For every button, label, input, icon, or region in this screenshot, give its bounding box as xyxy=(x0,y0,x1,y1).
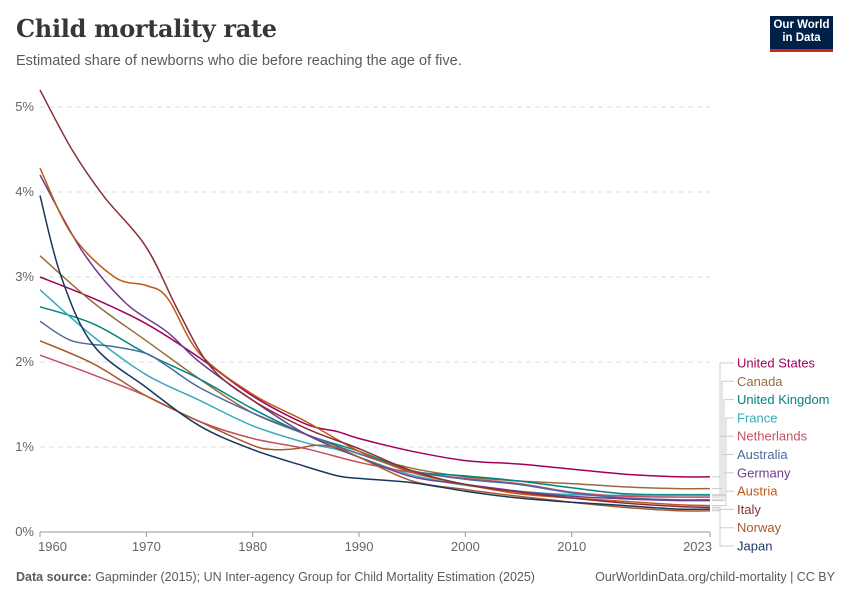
legend-connector xyxy=(712,399,734,496)
data-source-text: Gapminder (2015); UN Inter-agency Group … xyxy=(91,570,535,584)
y-tick-label: 2% xyxy=(15,354,34,369)
legend-connector xyxy=(712,454,734,501)
logo-line-2: in Data xyxy=(782,32,821,44)
legend-connector xyxy=(712,508,734,547)
chart-subtitle: Estimated share of newborns who die befo… xyxy=(16,53,462,69)
legend-connector xyxy=(712,472,734,502)
data-source-label: Data source: xyxy=(16,570,92,584)
data-source: Data source: Gapminder (2015); UN Inter-… xyxy=(16,570,535,584)
series-line-united-states[interactable] xyxy=(39,276,711,478)
series-line-netherlands[interactable] xyxy=(39,354,711,498)
series-lines xyxy=(39,89,711,512)
legend-label-australia[interactable]: Australia xyxy=(737,447,788,462)
series-line-japan[interactable] xyxy=(39,195,711,511)
series-line-italy[interactable] xyxy=(39,89,711,509)
logo-line-1: Our World xyxy=(773,19,830,31)
legend-connector xyxy=(712,380,734,490)
legend-label-united-states[interactable]: United States xyxy=(737,356,816,371)
legend-label-germany[interactable]: Germany xyxy=(737,465,791,480)
x-tick-label: 1980 xyxy=(238,539,267,554)
series-line-canada[interactable] xyxy=(39,255,711,490)
grid-lines xyxy=(40,106,710,448)
y-tick-label: 5% xyxy=(15,99,34,114)
y-axis-ticks: 0% 1% 2% 3% 4% 5% xyxy=(15,99,34,539)
series-line-germany[interactable] xyxy=(39,174,711,502)
legend-label-france[interactable]: France xyxy=(737,410,777,425)
legend-connector xyxy=(712,417,734,496)
legend-label-austria[interactable]: Austria xyxy=(737,484,778,499)
legend: United States Canada United Kingdom France N… xyxy=(712,356,830,554)
source-url-link[interactable]: OurWorldinData.org/child-mortality | CC … xyxy=(595,570,835,584)
x-tick-label: 1990 xyxy=(345,539,374,554)
series-line-australia[interactable] xyxy=(39,320,711,501)
legend-connector xyxy=(712,506,734,510)
legend-label-japan[interactable]: Japan xyxy=(737,539,772,554)
x-tick-label: 2000 xyxy=(451,539,480,554)
x-tick-label: 2023 xyxy=(683,539,712,554)
x-axis: 1960 1970 1980 1990 2000 2010 2023 xyxy=(38,531,712,554)
legend-label-norway[interactable]: Norway xyxy=(737,520,782,535)
chart-title: Child mortality rate xyxy=(16,14,277,43)
legend-label-canada[interactable]: Canada xyxy=(737,374,783,389)
x-tick-label: 1970 xyxy=(132,539,161,554)
legend-label-united-kingdom[interactable]: United Kingdom xyxy=(737,392,830,407)
legend-connector xyxy=(712,510,734,529)
series-line-austria[interactable] xyxy=(39,167,711,507)
y-tick-label: 3% xyxy=(15,269,34,284)
legend-label-netherlands[interactable]: Netherlands xyxy=(737,429,808,444)
y-tick-label: 1% xyxy=(15,439,34,454)
legend-connector xyxy=(712,435,734,498)
owid-logo[interactable]: Our World in Data xyxy=(770,16,833,52)
legend-label-italy[interactable]: Italy xyxy=(737,502,761,517)
legend-connector xyxy=(712,490,734,507)
legend-connector xyxy=(712,362,734,478)
y-tick-label: 4% xyxy=(15,184,34,199)
y-tick-label: 0% xyxy=(15,524,34,539)
x-tick-label: 1960 xyxy=(38,539,67,554)
x-tick-label: 2010 xyxy=(557,539,586,554)
